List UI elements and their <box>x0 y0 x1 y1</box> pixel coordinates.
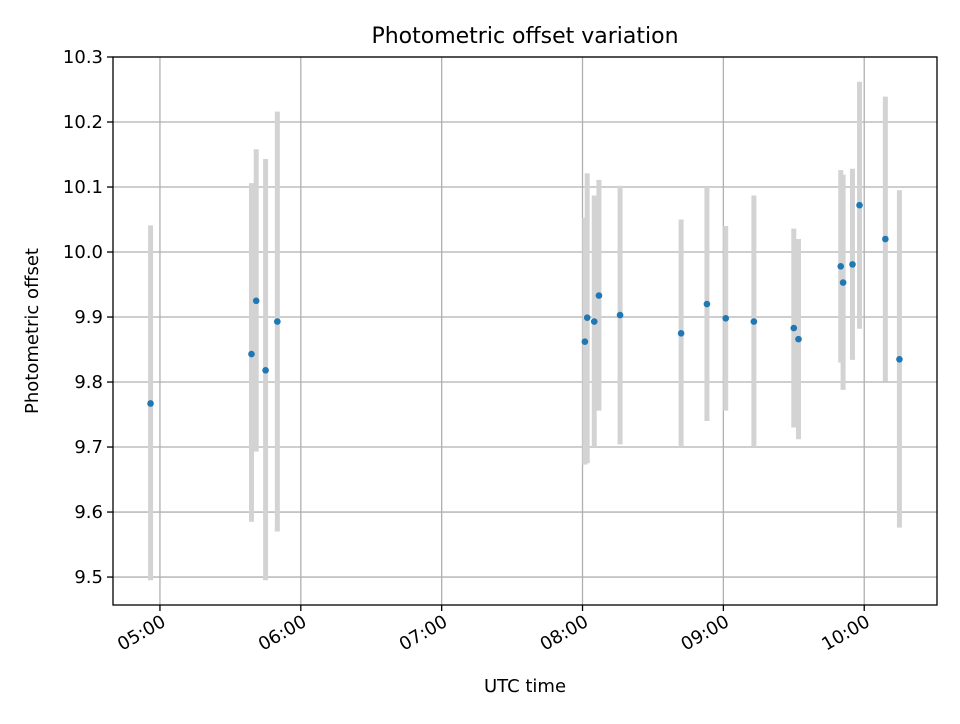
data-point <box>882 235 889 243</box>
data-point <box>590 318 598 325</box>
y-tick-label: 10.3 <box>63 47 103 68</box>
data-point <box>795 335 802 343</box>
data-point <box>849 261 856 268</box>
chart-title: Photometric offset variation <box>371 24 678 49</box>
data-point <box>595 292 603 299</box>
data-point <box>616 311 624 319</box>
data-point <box>677 329 685 337</box>
y-tick-label: 9.9 <box>74 307 103 328</box>
data-point <box>581 338 589 346</box>
data-point <box>837 263 845 270</box>
data-point <box>147 400 154 407</box>
data-point <box>750 318 758 325</box>
data-point <box>896 355 903 363</box>
y-tick-label: 10.2 <box>63 112 103 133</box>
data-point <box>790 324 798 332</box>
data-point <box>252 297 260 305</box>
x-axis-label: UTC time <box>484 676 566 697</box>
y-axis-label: Photometric offset <box>22 248 43 414</box>
y-axis-ticks: 9.5 9.6 9.7 9.8 9.9 10.0 10.1 10.2 10.3 <box>63 47 113 588</box>
data-point <box>583 314 591 321</box>
data-point <box>856 201 863 209</box>
data-point <box>839 279 847 286</box>
y-tick-label: 9.5 <box>74 567 103 588</box>
data-point <box>274 318 281 325</box>
y-tick-label: 9.6 <box>74 502 103 523</box>
plot-frame <box>112 56 938 606</box>
y-tick-label: 10.0 <box>63 242 103 263</box>
y-tick-label: 9.7 <box>74 437 103 458</box>
y-tick-label: 10.1 <box>63 177 103 198</box>
data-point <box>262 367 269 374</box>
data-point <box>248 350 255 358</box>
data-point <box>703 300 711 308</box>
data-points <box>147 201 903 407</box>
data-point <box>722 315 730 322</box>
y-tick-label: 9.8 <box>74 372 103 393</box>
